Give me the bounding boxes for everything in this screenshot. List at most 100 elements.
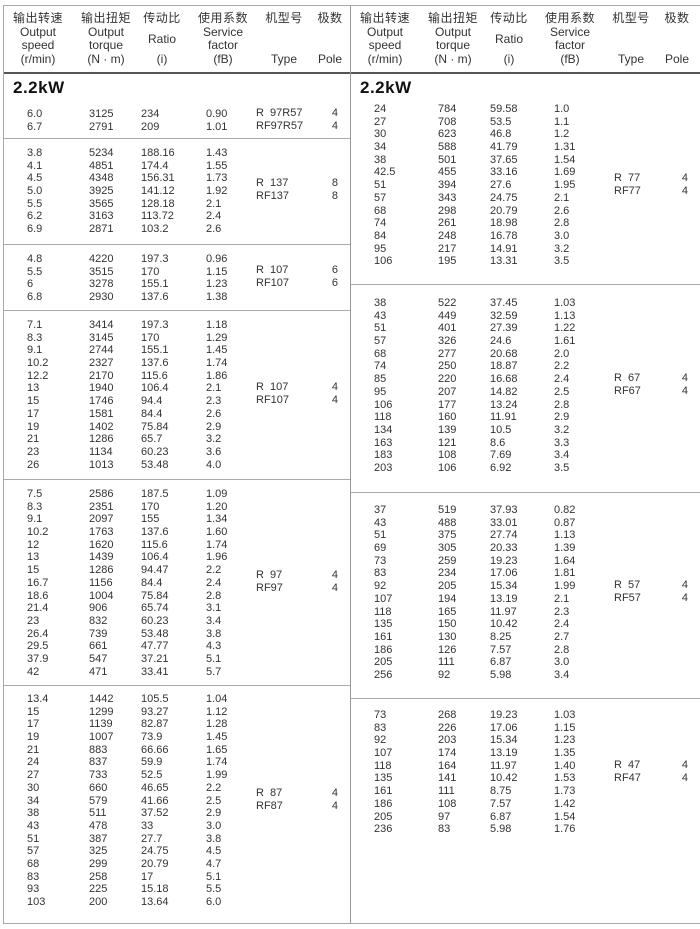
ratio-cell: 11.97 (490, 605, 517, 618)
model-type: RF137 (256, 190, 290, 203)
table-row: 205 97 6.87 1.54 (351, 811, 700, 824)
model-section: 7.5 2586 187.5 1.09 8.3 2351 170 1.20 9.1 2097 155… (4, 479, 351, 685)
torque-cell: 4220 (89, 253, 114, 265)
header-speed-cn: 输出转速 (359, 11, 410, 25)
table-row: 38 522 37.45 1.03 (351, 297, 700, 310)
torque-cell: 1581 (89, 407, 114, 420)
ratio-cell: 17 (141, 870, 154, 883)
ratio-cell: 197.3 (141, 253, 169, 265)
pole-count: 4 (331, 119, 338, 132)
model-section: 37 519 37.93 0.82 43 488 33.01 0.87 51 375 27.74 1.… (351, 492, 700, 698)
table-row: 51 387 27.7 3.8 (4, 833, 351, 846)
ratio-cell: 141.12 (141, 185, 175, 198)
table-row: 95 207 14.82 2.5 (351, 386, 700, 399)
speed-cell: 163 (374, 436, 393, 449)
table-row: 37.9 547 37.21 5.1 (4, 653, 351, 666)
model-type: RF87 (256, 799, 283, 812)
torque-cell: 547 (89, 652, 108, 665)
ratio-cell: 65.74 (141, 602, 169, 615)
service-factor-cell: 1.23 (206, 278, 228, 291)
service-factor-cell: 2.7 (554, 630, 570, 643)
speed-cell: 74 (374, 360, 387, 373)
torque-cell: 298 (438, 204, 457, 217)
service-factor-cell: 2.4 (554, 618, 570, 631)
table-row: 51 375 27.74 1.13 (351, 529, 700, 542)
torque-cell: 906 (89, 602, 108, 615)
torque-cell: 2351 (89, 500, 114, 513)
ratio-cell: 94.4 (141, 395, 163, 408)
service-factor-cell: 3.0 (206, 819, 222, 832)
speed-cell: 69 (374, 542, 387, 555)
torque-cell: 225 (89, 883, 108, 896)
table-row: 42 471 33.41 5.7 (4, 666, 351, 679)
ratio-cell: 37.45 (490, 297, 518, 309)
ratio-cell: 20.79 (490, 204, 518, 217)
ratio-cell: 16.68 (490, 373, 518, 386)
ratio-cell: 5.98 (490, 668, 512, 681)
table-row: 38 511 37.52 2.9 (4, 807, 351, 820)
service-factor-cell: 2.2 (206, 781, 222, 794)
ratio-cell: 20.68 (490, 347, 518, 360)
table-row: 103 200 13.64 6.0 (4, 896, 351, 909)
torque-cell: 268 (438, 709, 457, 721)
speed-cell: 18.6 (27, 589, 49, 602)
model-type: R 57 (614, 578, 641, 591)
ratio-cell: 19.23 (490, 709, 518, 721)
torque-cell: 3925 (89, 185, 114, 198)
ratio-cell: 7.57 (490, 797, 512, 810)
speed-cell: 73 (374, 709, 387, 721)
ratio-cell: 13.64 (141, 896, 169, 908)
service-factor-cell: 1.61 (554, 335, 576, 348)
table-row: 183 108 7.69 3.4 (351, 449, 700, 462)
table-row: 29.5 661 47.77 4.3 (4, 640, 351, 653)
ratio-cell: 209 (141, 120, 160, 133)
table-row: 92 205 15.34 1.99 (351, 580, 700, 593)
table-row: 13 1439 106.4 1.96 (4, 551, 351, 564)
torque-cell: 164 (438, 759, 457, 772)
torque-cell: 205 (438, 580, 457, 593)
speed-cell: 7.5 (27, 488, 43, 500)
torque-cell: 1299 (89, 705, 114, 718)
torque-cell: 277 (438, 347, 457, 360)
table-row: 186 126 7.57 2.8 (351, 644, 700, 657)
table-header: 输出转速 Output speed (r/min) 输出扭矩 Output torque (N… (351, 6, 700, 74)
service-factor-cell: 1.01 (206, 120, 228, 133)
speed-cell: 16.7 (27, 576, 49, 589)
speed-cell: 7.1 (27, 319, 43, 331)
pole-count: 4 (681, 184, 688, 197)
ratio-cell: 188.16 (141, 147, 175, 159)
speed-cell: 57 (27, 845, 40, 858)
torque-cell: 207 (438, 385, 457, 398)
speed-cell: 13 (27, 551, 40, 564)
speed-cell: 38 (374, 153, 387, 166)
speed-cell: 5.0 (27, 185, 43, 198)
torque-cell: 1134 (89, 445, 113, 458)
service-factor-cell: 1.99 (206, 769, 228, 782)
model-type: R 137 (256, 177, 289, 190)
service-factor-cell: 3.4 (206, 614, 222, 627)
ratio-cell: 66.66 (141, 743, 169, 756)
pole-count: 4 (681, 758, 688, 771)
pole-count: 4 (331, 394, 338, 407)
header-pole-cn: 极数 (664, 11, 690, 25)
service-factor-cell: 3.5 (554, 461, 570, 474)
header-ratio-en: (i) (503, 52, 515, 66)
service-factor-cell: 2.1 (554, 592, 570, 605)
speed-cell: 15 (27, 564, 40, 577)
torque-cell: 3414 (89, 319, 114, 331)
speed-cell: 5.5 (27, 197, 43, 210)
torque-cell: 3163 (89, 210, 114, 223)
header-pole: 极数 Pole (659, 11, 695, 66)
header-ratio-cn: 传动比 (143, 11, 181, 25)
table-row: 106 177 13.24 2.8 (351, 399, 700, 412)
service-factor-cell: 1.64 (554, 554, 576, 567)
torque-cell: 217 (438, 242, 457, 255)
header-service-en: Service (202, 24, 243, 39)
speed-cell: 3.8 (27, 147, 43, 159)
service-factor-cell: 1.31 (554, 141, 576, 154)
torque-cell: 387 (89, 832, 108, 845)
header-pole-en: Pole (317, 51, 343, 66)
model-section: 6.0 3125 234 0.90 6.7 2791 209 1.01 R 97R57 4 RF97… (4, 101, 351, 138)
speed-cell: 6.2 (27, 210, 43, 223)
speed-cell: 23 (27, 614, 40, 627)
